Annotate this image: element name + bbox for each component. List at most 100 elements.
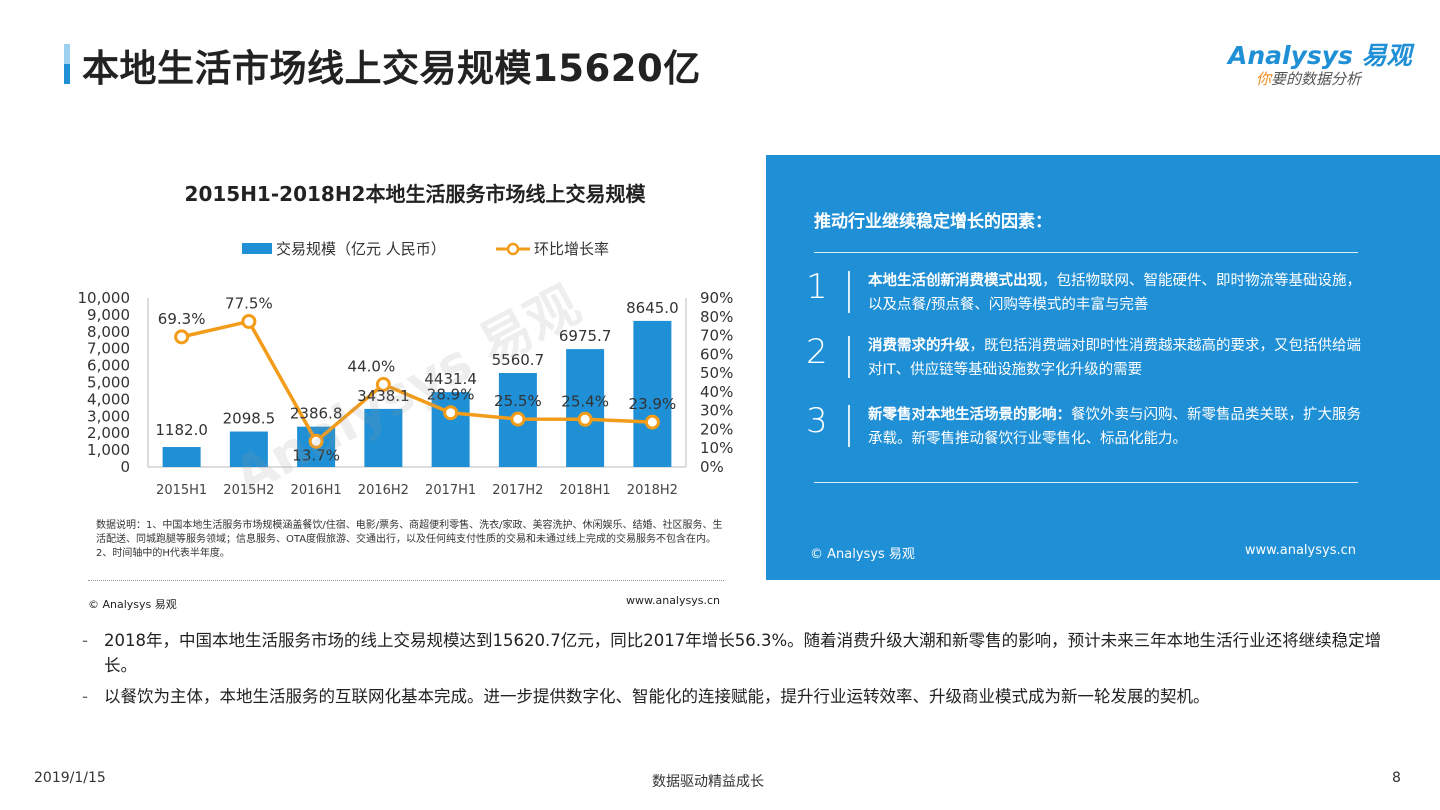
footer-slogan: 数据驱动精益成长 — [652, 774, 764, 790]
line-point — [308, 433, 324, 449]
right-axis-tick: 40% — [700, 383, 733, 401]
logo-wordmark: Analysys 易观 — [1228, 41, 1412, 70]
factor-text: 本地生活创新消费模式出现，包括物联网、智能硬件、即时物流等基础设施，以及点餐/预… — [868, 269, 1368, 317]
footnote-divider — [88, 580, 724, 581]
factors-panel: 推动行业继续稳定增长的因素： 1 本地生活创新消费模式出现，包括物联网、智能硬件… — [766, 155, 1440, 580]
combo-chart: 交易规模（亿元 人民币） 环比增长率 01,0002,0003,0004,0005,… — [78, 240, 734, 507]
right-axis-tick: 80% — [700, 308, 733, 326]
left-axis-tick: 1,000 — [87, 441, 130, 459]
bullet-text: 以餐饮为主体，本地生活服务的互联网化基本完成。进一步提供数字化、智能化的连接赋能… — [104, 687, 1210, 706]
factor-separator — [848, 405, 850, 447]
bullet-marker: - — [82, 687, 88, 706]
growth-rate-line — [181, 319, 653, 444]
x-axis-tick: 2016H2 — [358, 483, 409, 498]
factor-separator — [848, 271, 850, 313]
left-axis-tick: 7,000 — [87, 340, 130, 358]
panel-site: www.analysys.cn — [1244, 543, 1356, 558]
line-data-label: 44.0% — [348, 357, 396, 375]
bar-data-label: 1182.0 — [155, 421, 208, 439]
x-axis-tick: 2017H1 — [425, 483, 476, 498]
chart-site: www.analysys.cn — [626, 594, 720, 607]
analysys-logo: Analysys 易观 你要的数据分析 — [1228, 36, 1412, 92]
factor-text: 新零售对本地生活场景的影响：餐饮外卖与闪购、新零售品类关联，扩大服务承载。新零售… — [868, 403, 1368, 451]
right-axis-tick: 70% — [700, 327, 733, 345]
factor-number: 2 — [806, 332, 828, 372]
chart-copyright: © Analysys 易观 — [88, 598, 177, 611]
right-axis-tick: 30% — [700, 402, 733, 420]
bar — [364, 408, 403, 467]
line-data-label: 23.9% — [629, 395, 677, 413]
title-accent-bar-light — [64, 44, 70, 64]
left-axis-tick: 3,000 — [87, 407, 130, 425]
bar — [431, 392, 470, 467]
x-axis-tick: 2016H1 — [291, 483, 342, 498]
left-axis-tick: 6,000 — [87, 357, 130, 375]
legend-marker-line — [506, 242, 520, 256]
line-point — [510, 411, 526, 427]
factor-separator — [848, 336, 850, 378]
chart-title: 2015H1-2018H2本地生活服务市场线上交易规模 — [184, 182, 646, 206]
bar-data-label: 8645.0 — [626, 299, 679, 317]
x-axis-tick: 2015H2 — [223, 483, 274, 498]
line-point — [644, 414, 660, 430]
factor-detail: 餐饮外卖与闪购、新零售品类关联，扩大服务承载。新零售推动餐饮行业零售化、标品化能… — [868, 407, 1361, 447]
bullet-marker: - — [82, 631, 88, 650]
left-axis-tick: 2,000 — [87, 424, 130, 442]
chart-footnote-2: 2、时间轴中的H代表半年度。 — [96, 548, 230, 559]
right-axis-tick: 50% — [700, 364, 733, 382]
chart-footnote: 数据说明：1、中国本地生活服务市场规模涵盖餐饮/住宿、电影/票务、商超便利零售、… — [96, 519, 732, 561]
left-axis-tick: 8,000 — [87, 323, 130, 341]
title-accent-bar — [64, 44, 70, 84]
panel-heading: 推动行业继续稳定增长的因素： — [814, 212, 1052, 232]
legend-label-line: 环比增长率 — [534, 240, 609, 258]
bar-data-label: 6975.7 — [559, 327, 612, 345]
bar-data-label: 5560.7 — [492, 351, 545, 369]
line-data-label: 77.5% — [225, 294, 273, 312]
panel-rule-top — [814, 252, 1358, 253]
legend-swatch-bar — [242, 243, 272, 254]
panel-copyright: © Analysys 易观 — [810, 547, 915, 562]
panel-rule-bottom — [814, 482, 1358, 483]
logo-slogan-highlight: 你 — [1256, 70, 1272, 88]
bar — [162, 447, 201, 467]
bar — [229, 431, 268, 467]
footer-date: 2019/1/15 — [34, 770, 106, 786]
factor-detail: ，既包括消费端对即时性消费越来越高的要求，又包括供给端对IT、供应链等基础设施数… — [868, 338, 1361, 378]
factor-text: 消费需求的升级，既包括消费端对即时性消费越来越高的要求，又包括供给端对IT、供应… — [868, 334, 1368, 382]
factor-number: 3 — [806, 401, 828, 441]
logo-slogan-rest: 要的数据分析 — [1271, 70, 1362, 88]
line-data-label: 69.3% — [158, 310, 206, 328]
line-data-label: 25.4% — [561, 392, 609, 410]
x-axis-tick: 2017H2 — [492, 483, 543, 498]
factor-bold: 消费需求的升级 — [868, 338, 970, 354]
summary-bullets: -2018年，中国本地生活服务市场的线上交易规模达到15620.7亿元，同比20… — [82, 628, 1382, 715]
factor-item-2: 2 消费需求的升级，既包括消费端对即时性消费越来越高的要求，又包括供给端对IT、… — [806, 332, 1366, 380]
page-title: 本地生活市场线上交易规模15620亿 — [82, 47, 701, 90]
x-axis-tick: 2018H2 — [627, 483, 678, 498]
left-axis-tick: 10,000 — [78, 289, 131, 307]
legend-label-bar: 交易规模（亿元 人民币） — [276, 240, 446, 258]
factor-bold: 新零售对本地生活场景的影响： — [868, 407, 1071, 423]
right-axis-tick: 60% — [700, 345, 733, 363]
left-axis-tick: 5,000 — [87, 374, 130, 392]
factor-item-1: 1 本地生活创新消费模式出现，包括物联网、智能硬件、即时物流等基础设施，以及点餐… — [806, 267, 1366, 315]
bar-data-label: 4431.4 — [424, 370, 477, 388]
factor-number: 1 — [806, 267, 828, 307]
right-axis-tick: 90% — [700, 289, 733, 307]
left-axis-tick: 9,000 — [87, 306, 130, 324]
x-axis-tick: 2018H1 — [560, 483, 611, 498]
line-point — [443, 405, 459, 421]
summary-bullet: -2018年，中国本地生活服务市场的线上交易规模达到15620.7亿元，同比20… — [82, 628, 1382, 678]
right-axis-tick: 10% — [700, 439, 733, 457]
bar — [633, 320, 672, 467]
line-data-label: 28.9% — [427, 386, 475, 404]
bar — [566, 349, 605, 467]
factor-bold: 本地生活创新消费模式出现 — [868, 273, 1042, 289]
factor-item-3: 3 新零售对本地生活场景的影响：餐饮外卖与闪购、新零售品类关联，扩大服务承载。新… — [806, 401, 1366, 449]
factor-detail: ，包括物联网、智能硬件、即时物流等基础设施，以及点餐/预点餐、闪购等模式的丰富与… — [868, 273, 1361, 313]
line-data-label: 13.7% — [292, 446, 340, 464]
left-axis-tick: 0 — [120, 458, 130, 476]
left-axis-tick: 4,000 — [87, 390, 130, 408]
right-axis-tick: 0% — [700, 458, 724, 476]
right-axis-tick: 20% — [700, 420, 733, 438]
